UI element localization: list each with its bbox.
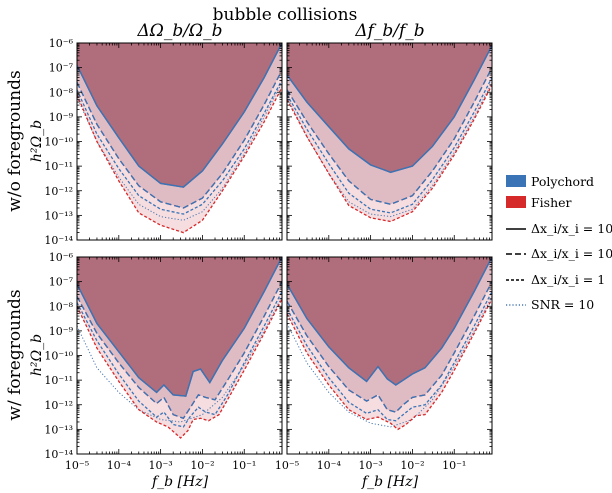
x-tick-label: 10⁻⁵ bbox=[65, 459, 89, 472]
y-tick-label: 10⁻⁷ bbox=[49, 62, 74, 75]
x-tick-label: 10⁻³ bbox=[149, 459, 173, 472]
legend-label: Polychord bbox=[531, 174, 594, 189]
y-tick-label: 10⁻¹⁰ bbox=[44, 350, 73, 363]
line-polychord-d1 bbox=[287, 45, 492, 174]
y-tick-label: 10⁻¹³ bbox=[44, 423, 73, 436]
row-title: w/o foregrounds bbox=[5, 70, 25, 211]
y-tick-label: 10⁻⁶ bbox=[49, 37, 74, 50]
y-tick-label: 10⁻¹² bbox=[44, 399, 73, 412]
y-axis-label: h²Ω_b bbox=[29, 334, 45, 376]
plot-frame bbox=[76, 256, 283, 455]
legend-entry: SNR = 10 bbox=[506, 297, 594, 312]
figure-suptitle: bubble collisions bbox=[213, 5, 358, 25]
row-title: w/ foregrounds bbox=[5, 289, 25, 420]
line-polychord-d3 bbox=[77, 79, 282, 215]
line-fisher-d3 bbox=[77, 298, 282, 439]
line-snr bbox=[77, 82, 282, 221]
y-tick-label: 10⁻¹¹ bbox=[44, 374, 73, 387]
line-polychord-d1 bbox=[77, 257, 282, 397]
legend-label: Fisher bbox=[531, 195, 572, 210]
y-tick-label: 10⁻⁸ bbox=[49, 300, 74, 313]
plot-frame bbox=[76, 42, 283, 241]
y-tick-label: 10⁻⁶ bbox=[49, 251, 74, 264]
column-titles: ΔΩ_b/Ω_b Δf_b/f_b bbox=[137, 21, 425, 41]
x-axis-label: f_b [Hz] bbox=[361, 474, 419, 490]
x-tick-label: 10⁻¹ bbox=[442, 459, 466, 472]
line-polychord-d1 bbox=[77, 43, 282, 188]
line-fisher-d3 bbox=[77, 87, 282, 234]
legend-swatch bbox=[506, 175, 526, 187]
y-tick-label: 10⁻⁸ bbox=[49, 86, 74, 99]
y-tick-label: 10⁻¹¹ bbox=[44, 160, 73, 173]
legend-label: Δx_i/x_i = 10⁻² bbox=[531, 221, 612, 236]
y-tick-label: 10⁻¹⁴ bbox=[44, 234, 73, 247]
chart-panel: 10⁻¹⁴ 10⁻¹³ 10⁻¹² 10⁻¹¹ 10⁻¹⁰ 10⁻⁹ 10⁻⁸ 10⁻⁷ 10⁻… bbox=[44, 37, 283, 247]
legend-label: Δx_i/x_i = 1 bbox=[531, 272, 605, 287]
line-polychord-d3 bbox=[287, 77, 492, 214]
line-polychord-d3 bbox=[77, 291, 282, 428]
legend-label: Δx_i/x_i = 10⁻¹ bbox=[531, 246, 612, 261]
line-fisher-d3 bbox=[287, 84, 492, 223]
y-tick-label: 10⁻⁷ bbox=[49, 276, 74, 289]
line-polychord-d2 bbox=[77, 69, 282, 209]
x-tick-label: 10⁻² bbox=[400, 459, 424, 472]
y-axis-label: h²Ω_b bbox=[29, 120, 45, 162]
x-tick-label: 10⁻⁴ bbox=[317, 459, 342, 472]
region-inner bbox=[287, 43, 492, 173]
legend-label: SNR = 10 bbox=[531, 297, 594, 312]
legend-entry: Δx_i/x_i = 1 bbox=[506, 272, 605, 287]
line-snr bbox=[287, 296, 492, 428]
chart-panel bbox=[286, 42, 493, 241]
line-polychord-d1 bbox=[287, 257, 492, 386]
column-title: ΔΩ_b/Ω_b bbox=[137, 21, 223, 41]
line-polychord-d2 bbox=[77, 281, 282, 420]
line-snr bbox=[287, 82, 492, 218]
y-tick-label: 10⁻¹³ bbox=[44, 209, 73, 222]
y-tick-label: 10⁻¹⁰ bbox=[44, 136, 73, 149]
y-tick-label: 10⁻¹² bbox=[44, 185, 73, 198]
x-tick-label: 10⁻² bbox=[190, 459, 214, 472]
legend: Polychord Fisher Δx_i/x_i = 10⁻² Δx_i/x_i =… bbox=[506, 174, 612, 312]
legend-entry: Δx_i/x_i = 10⁻¹ bbox=[506, 246, 612, 261]
line-snr bbox=[77, 296, 282, 423]
x-tick-label: 10⁻³ bbox=[359, 459, 383, 472]
y-tick-label: 10⁻⁹ bbox=[49, 325, 74, 338]
x-tick-label: 10⁻⁴ bbox=[107, 459, 132, 472]
legend-swatch bbox=[506, 196, 526, 208]
x-axis-label: f_b [Hz] bbox=[151, 474, 209, 490]
column-title: Δf_b/f_b bbox=[354, 21, 424, 41]
legend-entry: Polychord bbox=[506, 174, 594, 189]
line-polychord-d3 bbox=[287, 291, 492, 422]
chart-panel: 10⁻⁵ 10⁻⁴ 10⁻³ 10⁻² 10⁻¹ bbox=[275, 256, 493, 472]
x-tick-label: 10⁻¹ bbox=[232, 459, 256, 472]
line-polychord-d2 bbox=[287, 67, 492, 206]
line-polychord-d2 bbox=[287, 281, 492, 413]
chart-panel: 10⁻⁵ 10⁻⁴ 10⁻³ 10⁻² 10⁻¹ 10⁻¹⁴ 10⁻¹³ 10⁻¹² 10⁻¹¹… bbox=[44, 251, 283, 472]
line-fisher-d3 bbox=[287, 298, 492, 431]
y-tick-label: 10⁻¹⁴ bbox=[44, 448, 73, 461]
legend-entry: Fisher bbox=[506, 195, 572, 210]
plot-frame bbox=[286, 42, 493, 241]
region-inner bbox=[287, 257, 492, 385]
legend-entry: Δx_i/x_i = 10⁻² bbox=[506, 221, 612, 236]
region-inner bbox=[77, 257, 282, 397]
x-tick-label: 10⁻⁵ bbox=[275, 459, 299, 472]
plot-frame bbox=[286, 256, 493, 455]
y-tick-label: 10⁻⁹ bbox=[49, 111, 74, 124]
